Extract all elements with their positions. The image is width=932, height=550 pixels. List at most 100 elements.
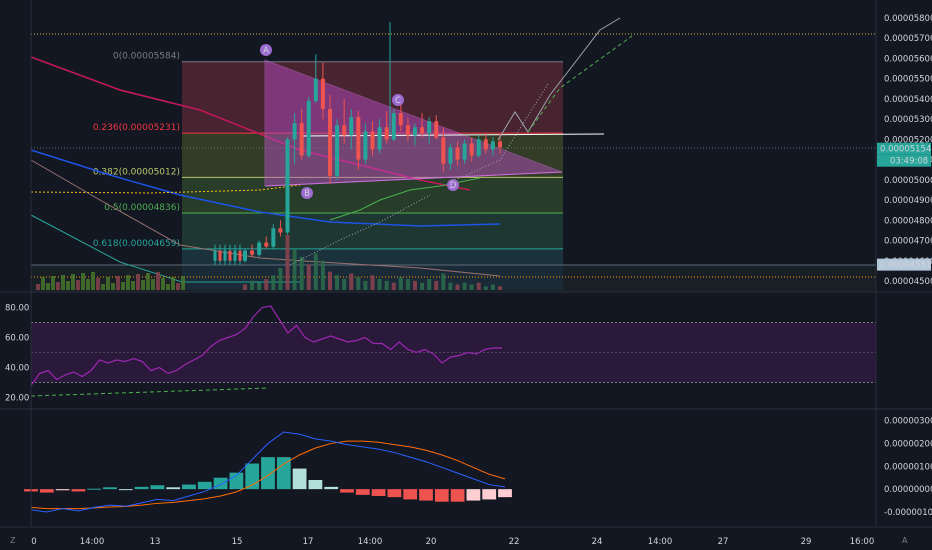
price-tick-label: 0.00005400 bbox=[884, 95, 932, 105]
time-tick-label: 27 bbox=[718, 537, 729, 547]
pattern-point-label: D bbox=[450, 181, 457, 191]
candle-body bbox=[223, 250, 227, 261]
macd-histogram-bar bbox=[71, 489, 86, 492]
volume-bar bbox=[420, 282, 425, 290]
volume-bar bbox=[483, 286, 488, 290]
candle-body bbox=[384, 127, 389, 140]
volume-bar bbox=[370, 275, 375, 290]
macd-histogram-bar bbox=[134, 486, 149, 490]
volume-bar bbox=[441, 273, 446, 290]
time-tick-label: 13 bbox=[150, 537, 161, 547]
candle-body bbox=[483, 139, 488, 150]
volume-bar bbox=[498, 286, 502, 290]
volume-bar bbox=[141, 280, 145, 290]
time-tick-label: 24 bbox=[592, 537, 603, 547]
macd-histogram-bar bbox=[355, 489, 370, 495]
macd-histogram-bar bbox=[118, 489, 133, 491]
volume-bar bbox=[66, 281, 70, 290]
volume-bar bbox=[151, 279, 155, 290]
macd-histogram-bar bbox=[498, 489, 512, 498]
fib-level-label: 0.382(0.00005012) bbox=[93, 167, 180, 177]
macd-histogram-bar bbox=[166, 487, 181, 490]
time-tick-label: 17 bbox=[303, 537, 314, 547]
time-tick-label: 14:00 bbox=[358, 537, 383, 547]
candle-body bbox=[356, 117, 361, 160]
pattern-point-c bbox=[392, 94, 404, 106]
volume-bar bbox=[278, 268, 283, 290]
candle-body bbox=[490, 141, 495, 150]
ma-green-step bbox=[329, 177, 481, 221]
fib-level-label: 0(0.00005584) bbox=[113, 52, 180, 62]
macd-tick-label: 0.00000100 bbox=[884, 462, 932, 472]
volume-bar bbox=[106, 277, 110, 290]
fib-level-label: 0.236(0.00005231) bbox=[93, 123, 180, 133]
time-axis[interactable]: 0 14:00 13 15 17 14:00 20 22 24 14:00 27 29 16:00 bbox=[31, 537, 874, 547]
volume-bar bbox=[146, 273, 150, 290]
candle-body bbox=[292, 123, 297, 140]
price-tick-label: 0.00004700 bbox=[884, 237, 932, 247]
macd-histogram-bar bbox=[482, 489, 497, 500]
volume-bar bbox=[181, 276, 185, 290]
a-badge[interactable]: A bbox=[902, 536, 908, 545]
macd-histogram-bar bbox=[403, 489, 418, 500]
pattern-point-label: A bbox=[263, 46, 269, 56]
volume-bar bbox=[476, 282, 481, 290]
candle-body bbox=[313, 78, 318, 101]
candle-body bbox=[238, 250, 242, 261]
volume-bar bbox=[243, 284, 247, 290]
price-tick-label: 0.00005200 bbox=[884, 135, 932, 145]
volume-bar bbox=[349, 273, 354, 290]
price-tick-label: 0.00005800 bbox=[884, 14, 932, 24]
candle-body bbox=[264, 242, 269, 247]
price-axis[interactable]: 0.00005800 0.00005700 0.00005600 0.00005500… bbox=[877, 14, 932, 287]
volume-bar bbox=[427, 279, 432, 290]
macd-histogram-bar bbox=[308, 480, 323, 490]
volume-bar bbox=[363, 280, 368, 290]
volume-bar bbox=[264, 279, 269, 290]
macd-histogram-bar bbox=[261, 457, 275, 490]
volume-bar bbox=[320, 260, 325, 290]
macd-pane[interactable]: 0.00000300 0.00000200 0.00000100 0.00000000… bbox=[24, 417, 932, 518]
volume-bar bbox=[136, 274, 140, 290]
rsi-pane[interactable]: 80.00 60.00 40.00 20.00 bbox=[5, 304, 876, 404]
volume-bar bbox=[46, 283, 50, 290]
volume-bar bbox=[271, 275, 276, 290]
candle-body bbox=[213, 250, 217, 261]
volume-bar bbox=[86, 279, 90, 290]
macd-histogram-bar bbox=[371, 489, 386, 496]
resistance-line bbox=[299, 133, 605, 137]
macd-histogram-bar bbox=[182, 484, 196, 490]
candle-body bbox=[349, 117, 354, 136]
rsi-trendline bbox=[30, 387, 269, 397]
volume-bar bbox=[131, 281, 135, 290]
volume-bar bbox=[299, 257, 304, 290]
candle-body bbox=[441, 137, 446, 164]
candle-body bbox=[427, 121, 432, 134]
candle-body bbox=[405, 125, 410, 136]
candle-body bbox=[243, 250, 247, 261]
candle-body bbox=[335, 125, 340, 176]
ma-brown-line bbox=[30, 159, 501, 277]
price-pane[interactable]: 0(0.00005584) 0.236(0.00005231) 0.382(0.00… bbox=[30, 17, 876, 292]
volume-bar bbox=[51, 276, 55, 290]
ma-blue-line bbox=[30, 149, 501, 227]
candle-body bbox=[363, 131, 368, 160]
time-tick-label: 14:00 bbox=[80, 537, 105, 547]
volume-bar bbox=[398, 277, 403, 290]
candle-body bbox=[218, 250, 222, 261]
ma-red-line bbox=[30, 56, 471, 191]
macd-tick-label: 0.00000300 bbox=[884, 417, 932, 427]
volume-bar bbox=[257, 282, 262, 290]
candle-body bbox=[391, 113, 396, 140]
volume-bar bbox=[313, 253, 318, 290]
z-badge[interactable]: Z bbox=[10, 536, 16, 545]
volume-bar bbox=[126, 275, 130, 290]
macd-histogram-bar bbox=[150, 485, 165, 490]
candle-body bbox=[233, 250, 237, 261]
macd-histogram-bar bbox=[103, 487, 117, 490]
candle-body bbox=[377, 127, 382, 150]
volume-bar bbox=[462, 282, 467, 290]
volume-bar bbox=[469, 284, 474, 290]
volume-bar bbox=[356, 277, 361, 290]
